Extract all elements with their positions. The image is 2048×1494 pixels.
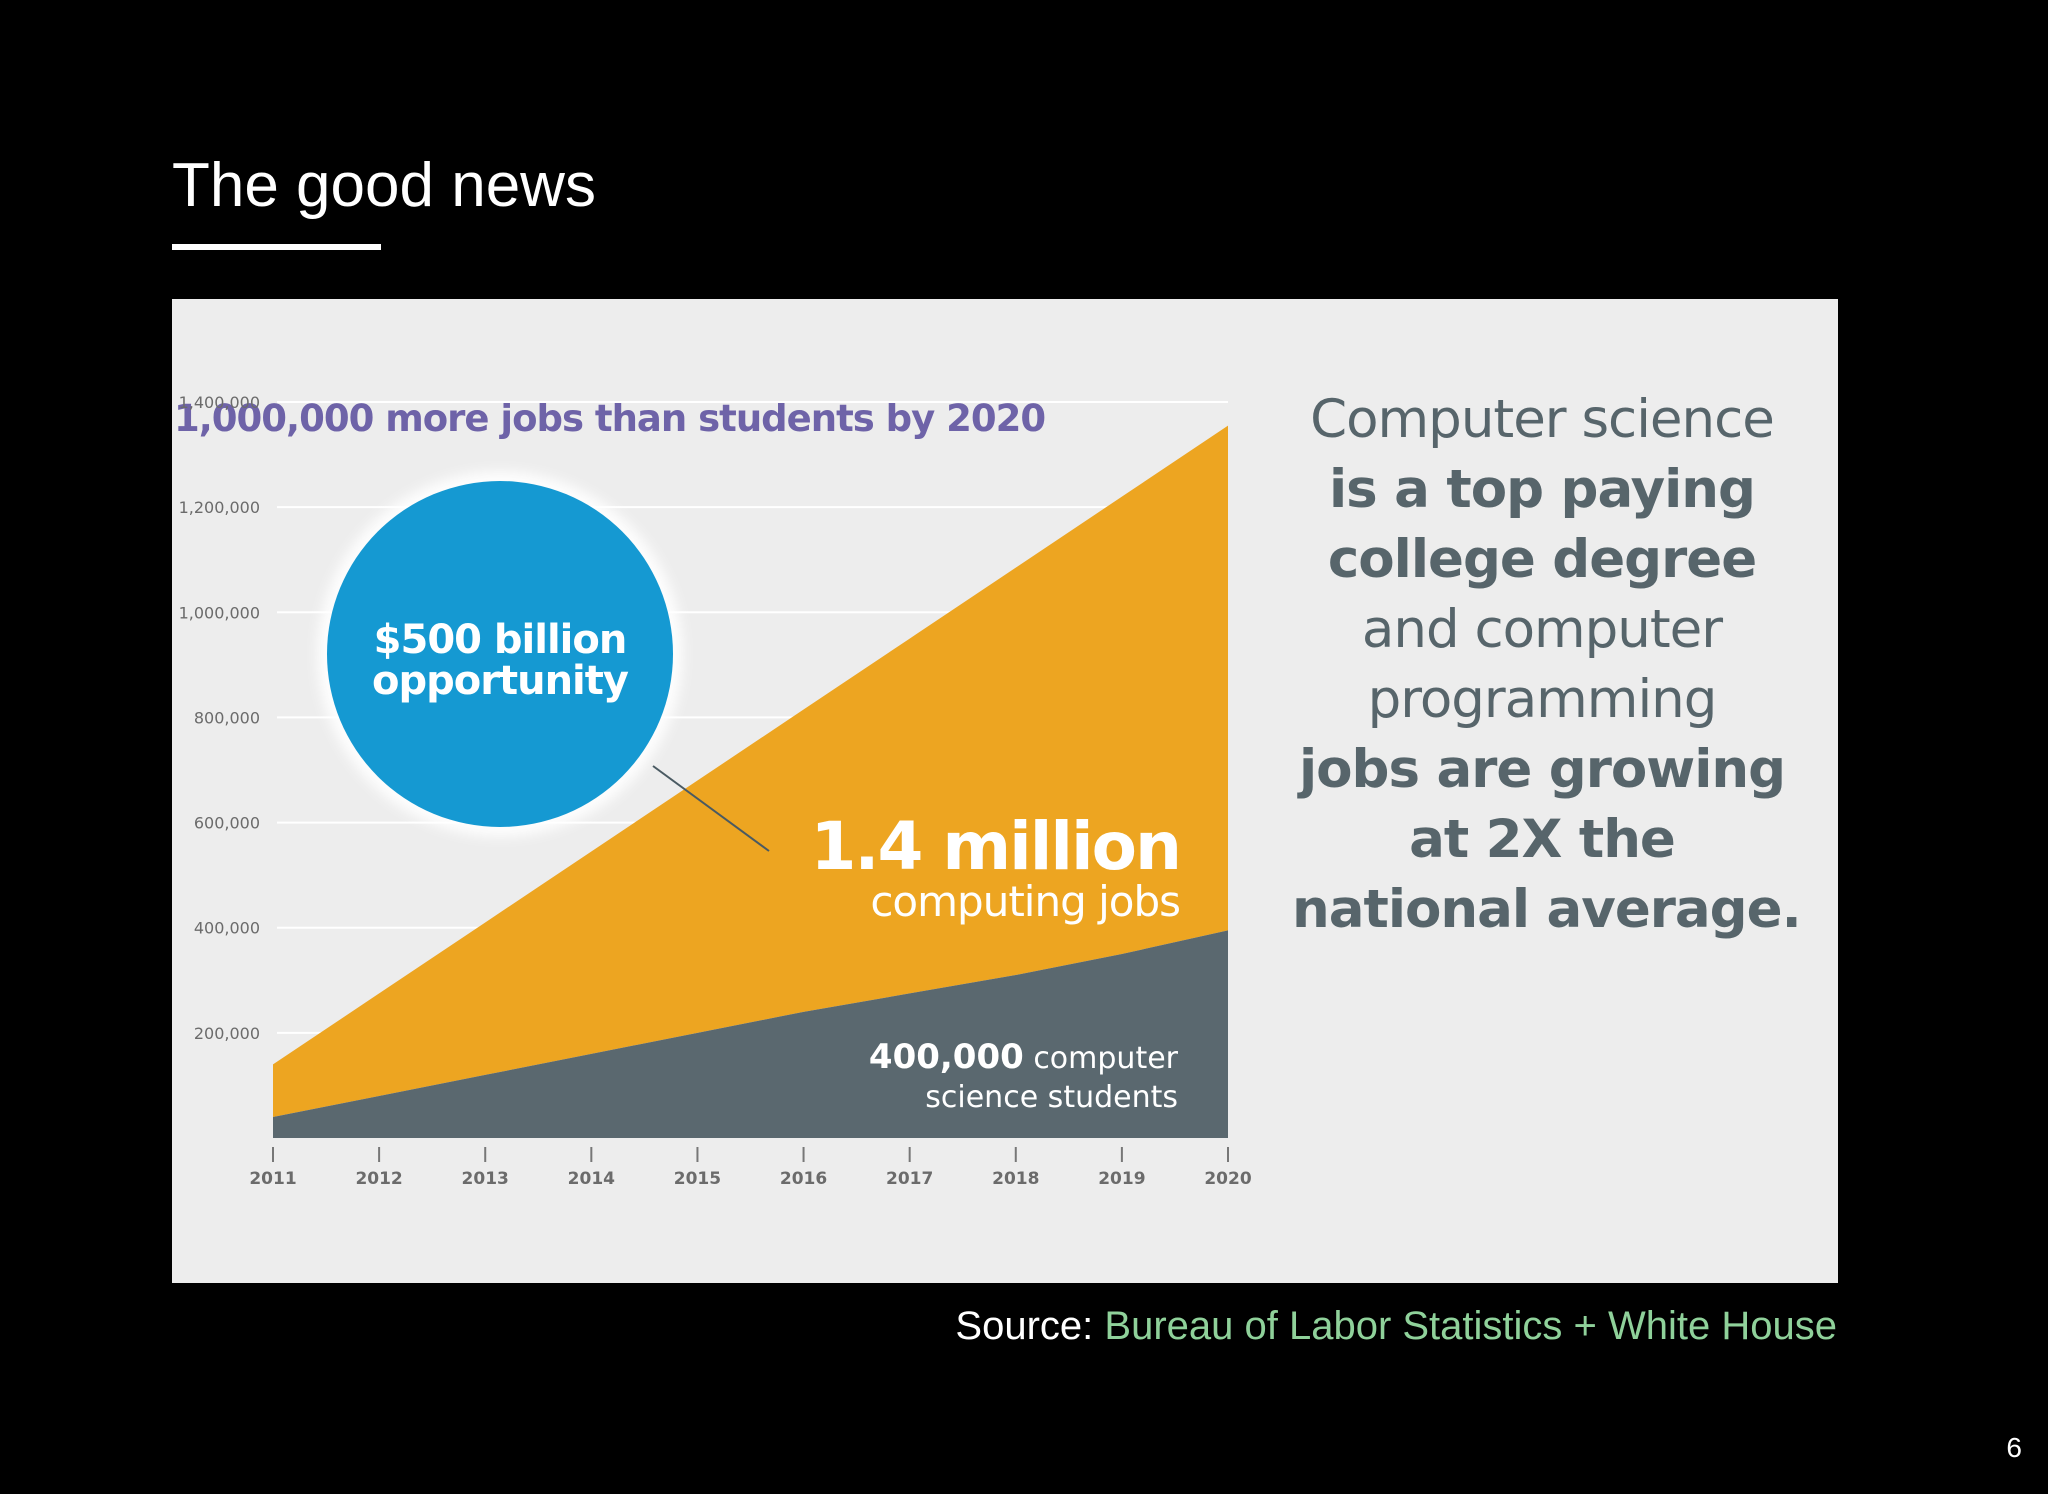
side-statement-line: national average. <box>1292 879 1802 940</box>
y-tick-label: 1,000,000 <box>179 603 260 622</box>
source-link[interactable]: Bureau of Labor Statistics + White House <box>1104 1304 1837 1348</box>
jobs-label: computing jobs <box>870 877 1180 926</box>
jobs-value: 1.4 million <box>811 808 1181 885</box>
x-tick-label: 2020 <box>1204 1169 1251 1189</box>
side-statement-line: programming <box>1367 669 1718 730</box>
side-statement-line: jobs are growing <box>1298 739 1786 800</box>
side-statement-line: and computer <box>1361 599 1723 660</box>
circle-line1: $500 billion <box>374 617 627 663</box>
x-tick-label: 2018 <box>992 1169 1039 1189</box>
slide-title: The good news <box>172 151 596 220</box>
x-tick-label: 2016 <box>780 1169 827 1189</box>
opportunity-circle <box>327 481 673 827</box>
title-underline <box>172 244 381 250</box>
students-label-1-text: computer <box>1033 1041 1178 1076</box>
side-statement-line: is a top paying <box>1329 459 1756 520</box>
page-number: 6 <box>2006 1432 2022 1463</box>
y-tick-label: 200,000 <box>194 1024 260 1043</box>
x-tick-label: 2012 <box>355 1169 402 1189</box>
circle-line2: opportunity <box>372 658 629 704</box>
source-label: Source: <box>955 1304 1094 1348</box>
side-statement-line: Computer science <box>1310 389 1775 450</box>
chart-title: 1,000,000 more jobs than students by 202… <box>174 397 1045 440</box>
y-tick-label: 400,000 <box>194 919 260 938</box>
side-statement: Computer science is a top paying college d… <box>1292 385 1802 945</box>
x-tick-label: 2014 <box>568 1169 615 1189</box>
callout-line <box>652 765 770 852</box>
y-tick-label: 1,200,000 <box>179 498 260 517</box>
students-label-2: science students <box>925 1080 1178 1115</box>
side-statement-line: college degree <box>1327 529 1757 590</box>
x-tick-label: 2013 <box>462 1169 509 1189</box>
jobs-chart: 1,000,000 more jobs than students by 202… <box>174 393 1252 1189</box>
x-tick-label: 2019 <box>1098 1169 1145 1189</box>
students-label-line1: 400,000 computer <box>869 1037 1179 1077</box>
source-credit: Source: Bureau of Labor Statistics + Whi… <box>955 1304 1837 1349</box>
infographic-panel: 1,000,000 more jobs than students by 202… <box>172 299 1838 1283</box>
areas <box>273 425 1228 1138</box>
y-axis-ticks: 200,000 400,000 600,000 800,000 1,000,000 1,2… <box>179 393 260 1043</box>
students-value: 400,000 <box>869 1037 1024 1077</box>
jobs-area <box>273 425 1228 1117</box>
y-tick-label: 800,000 <box>194 708 260 727</box>
x-tick-label: 2011 <box>249 1169 296 1189</box>
students-area <box>273 930 1228 1138</box>
x-axis-ticks: 2011 2012 2013 2014 2015 2016 2017 2018 2019 2020 <box>249 1147 1252 1189</box>
y-tick-label: 600,000 <box>194 814 260 833</box>
x-tick-label: 2015 <box>674 1169 721 1189</box>
x-tick-label: 2017 <box>886 1169 933 1189</box>
side-statement-line: at 2X the <box>1409 809 1676 870</box>
y-tick-label: 1,400,000 <box>179 393 260 412</box>
students-label-1 <box>1024 1041 1034 1076</box>
